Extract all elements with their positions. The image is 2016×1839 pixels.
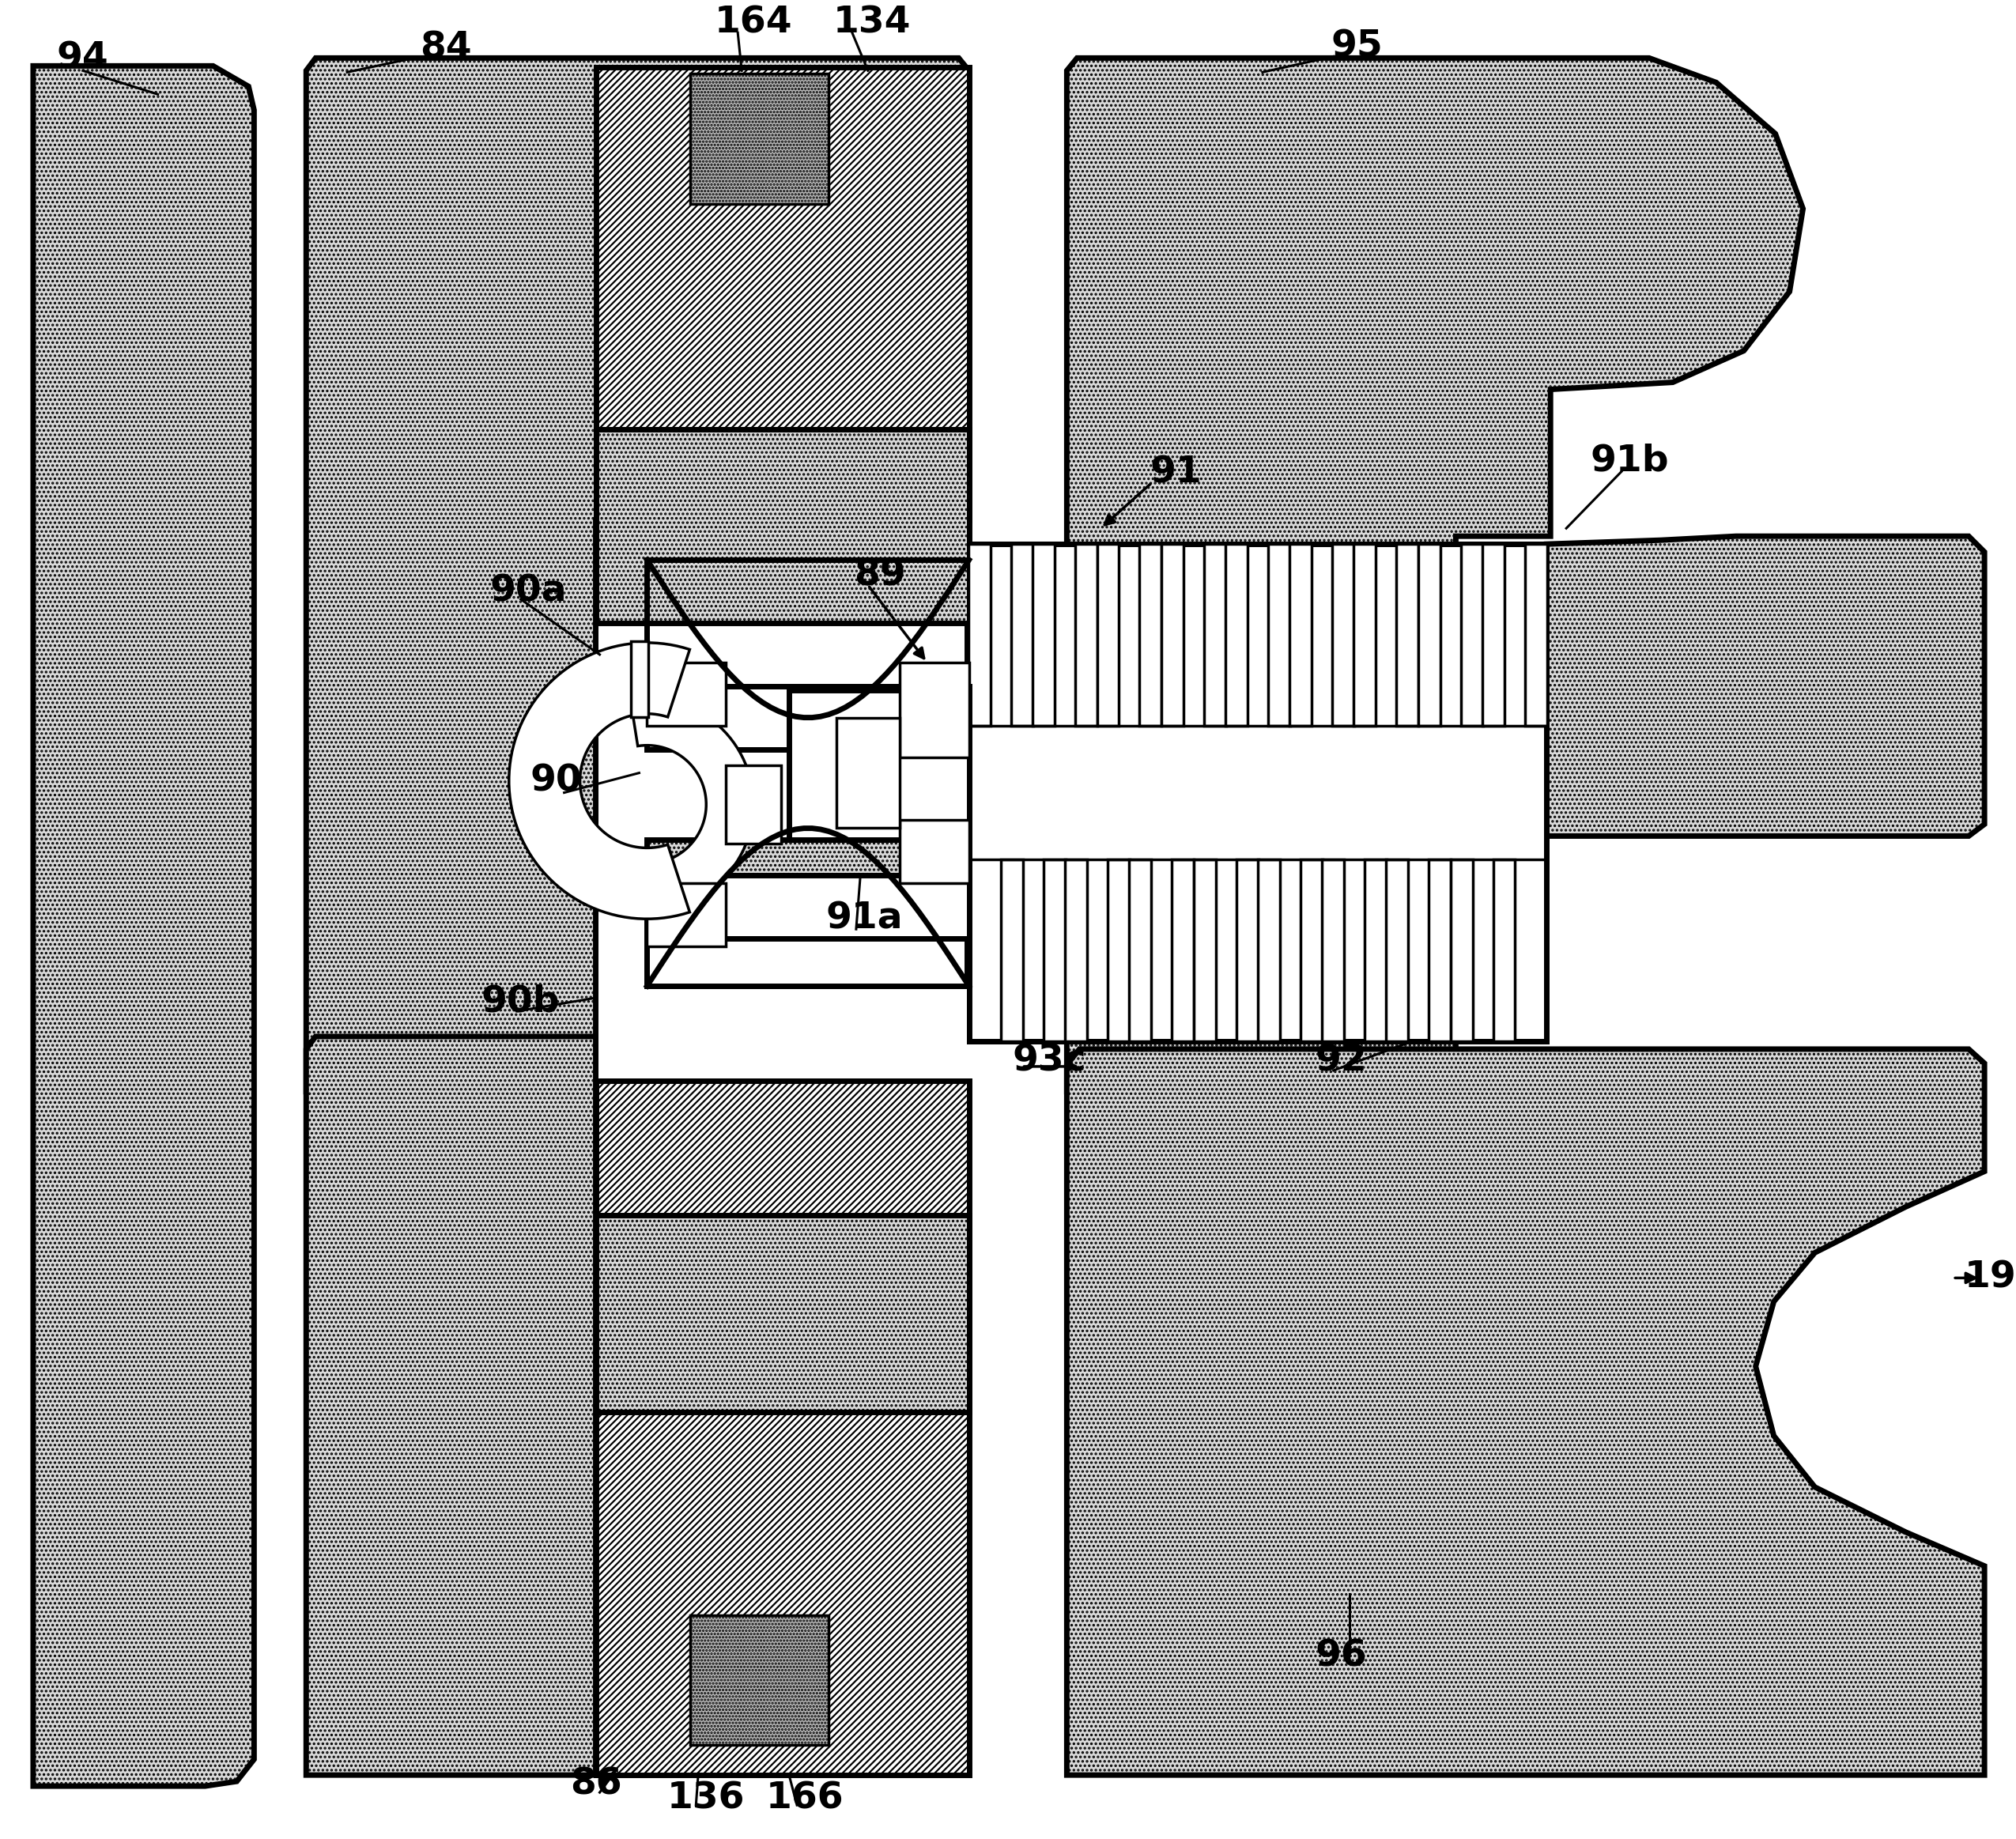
Polygon shape <box>1066 59 1802 1092</box>
Bar <box>647 623 966 726</box>
Bar <box>899 820 970 883</box>
Bar <box>1494 859 1516 1041</box>
Bar <box>726 765 780 844</box>
Bar <box>970 544 1546 1041</box>
Bar <box>1524 544 1546 726</box>
Bar <box>1107 859 1129 1041</box>
Bar <box>899 662 970 758</box>
Bar <box>1268 544 1290 726</box>
Text: 91a: 91a <box>825 901 903 936</box>
Bar <box>970 544 1546 1041</box>
Bar <box>1097 544 1119 726</box>
Bar <box>597 1216 970 1412</box>
Bar <box>1258 859 1280 1041</box>
Bar <box>597 68 970 520</box>
Text: 136: 136 <box>667 1780 746 1817</box>
Bar <box>631 642 649 717</box>
Bar <box>647 883 726 947</box>
Bar <box>1290 544 1312 726</box>
Text: 166: 166 <box>766 1780 845 1817</box>
Polygon shape <box>32 66 254 1786</box>
Text: 86: 86 <box>571 1767 621 1802</box>
Bar <box>597 430 970 623</box>
Bar <box>1387 859 1409 1041</box>
Text: 94: 94 <box>56 40 109 77</box>
Bar <box>1204 544 1226 726</box>
Bar <box>968 544 990 726</box>
Bar <box>1462 544 1484 726</box>
Bar <box>1355 544 1377 726</box>
Bar <box>689 74 829 204</box>
Polygon shape <box>508 644 689 920</box>
Polygon shape <box>1546 537 1984 837</box>
Bar <box>647 875 970 938</box>
Polygon shape <box>306 59 970 1092</box>
Bar <box>647 883 966 986</box>
Bar <box>1417 544 1439 726</box>
Bar <box>1397 544 1419 726</box>
Bar <box>1322 859 1345 1041</box>
Bar <box>1482 544 1504 726</box>
Bar <box>970 544 1546 1041</box>
Bar <box>1000 859 1022 1041</box>
Bar <box>1226 544 1248 726</box>
Bar <box>1450 859 1472 1041</box>
Text: 164: 164 <box>714 6 792 40</box>
Bar <box>1044 859 1066 1041</box>
Polygon shape <box>631 699 754 910</box>
Text: 90a: 90a <box>490 574 566 609</box>
Bar <box>1236 859 1258 1041</box>
Bar <box>1012 544 1032 726</box>
Text: 90: 90 <box>530 763 583 798</box>
Bar <box>788 690 970 840</box>
Bar <box>597 1081 970 1775</box>
Text: 96: 96 <box>1314 1639 1367 1675</box>
Text: 95: 95 <box>1331 29 1383 64</box>
Text: 91b: 91b <box>1591 443 1669 478</box>
Polygon shape <box>306 1037 597 1775</box>
Bar <box>689 1615 829 1745</box>
Bar <box>837 717 899 828</box>
Text: 90b: 90b <box>482 984 560 1019</box>
Polygon shape <box>1066 1048 1984 1775</box>
Text: 134: 134 <box>833 6 911 40</box>
Text: 92: 92 <box>1314 1043 1367 1079</box>
Bar <box>1193 859 1216 1041</box>
Bar <box>1139 544 1161 726</box>
Bar <box>1129 859 1151 1041</box>
Bar <box>1075 544 1097 726</box>
Bar <box>1333 544 1355 726</box>
Text: 19: 19 <box>1964 1260 2016 1296</box>
Text: 84: 84 <box>419 31 472 66</box>
Bar <box>647 662 726 726</box>
Bar <box>1429 859 1452 1041</box>
Text: 89: 89 <box>855 557 905 594</box>
Bar <box>647 840 970 986</box>
Text: 93c: 93c <box>1012 1043 1087 1079</box>
Bar <box>1161 544 1183 726</box>
Text: 91: 91 <box>1149 456 1202 491</box>
Bar <box>1365 859 1387 1041</box>
Bar <box>1064 859 1087 1041</box>
Bar <box>647 559 970 702</box>
Bar <box>647 686 970 748</box>
Bar <box>1300 859 1322 1041</box>
Bar <box>1171 859 1193 1041</box>
Bar <box>1032 544 1054 726</box>
